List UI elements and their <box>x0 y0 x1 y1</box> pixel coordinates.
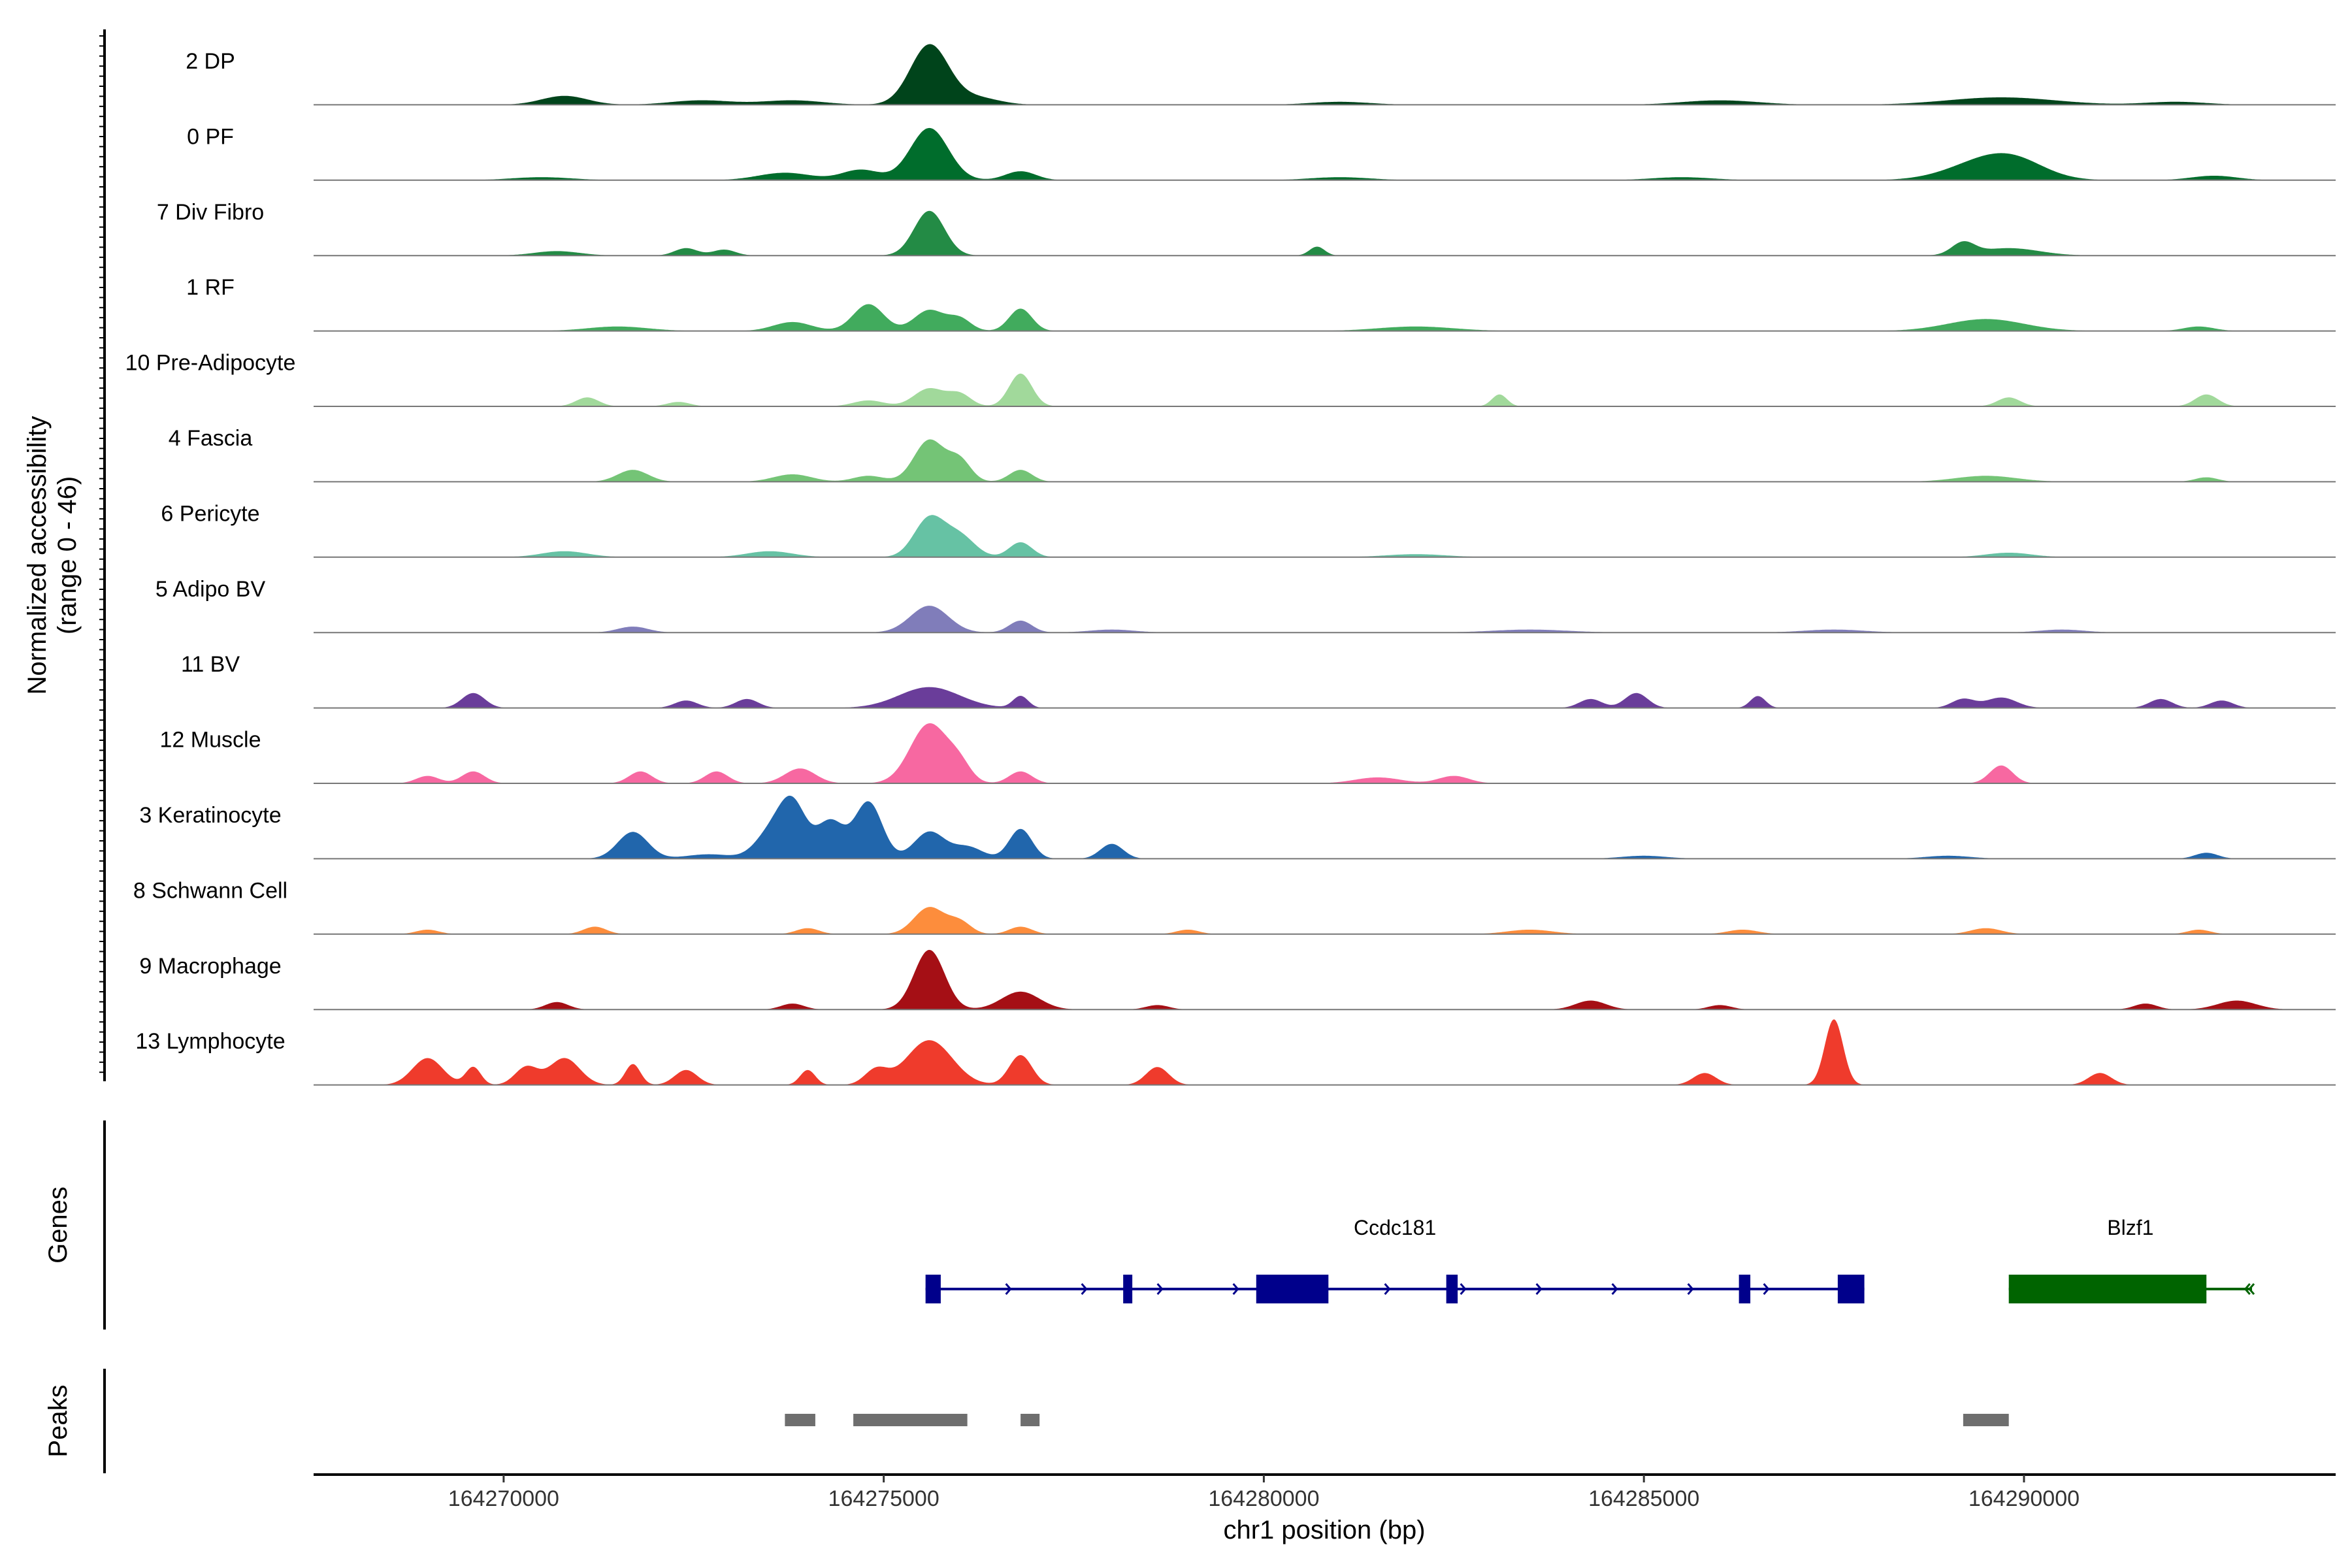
track-9: 11 BV <box>181 652 2336 709</box>
track-label: 4 Fascia <box>169 426 253 451</box>
x-axis-title: chr1 position (bp) <box>1223 1516 1425 1544</box>
peak-region <box>1963 1414 2009 1426</box>
y-axis-title: Normalized accessibility (range 0 - 46) <box>23 416 82 695</box>
strand-arrow-icon <box>2244 1283 2251 1295</box>
track-label: 10 Pre-Adipocyte <box>125 351 296 376</box>
strand-arrow-icon <box>1081 1283 1088 1295</box>
gene-exon <box>1739 1275 1751 1303</box>
track-12: 8 Schwann Cell <box>133 878 2336 935</box>
track-signal-area <box>314 723 2336 783</box>
track-signal-area <box>314 373 2336 406</box>
track-1: 2 DP <box>186 44 2336 106</box>
track-label: 8 Schwann Cell <box>133 878 287 903</box>
strand-arrow-icon <box>1687 1283 1694 1295</box>
track-label: 13 Lymphocyte <box>135 1029 285 1054</box>
track-3: 7 Div Fibro <box>157 200 2336 257</box>
peaks-track-title: Peaks <box>44 1384 73 1457</box>
coverage-y-axis-ticks <box>99 35 105 1073</box>
track-label: 0 PF <box>187 124 234 149</box>
track-signal-area <box>314 304 2336 331</box>
track-label: 2 DP <box>186 49 235 74</box>
gene-exon <box>1256 1275 1329 1303</box>
gene-exon <box>1837 1275 1865 1303</box>
track-5: 10 Pre-Adipocyte <box>125 351 2336 407</box>
track-label: 5 Adipo BV <box>155 577 266 602</box>
track-signal-area <box>314 606 2336 633</box>
peaks-track-title-text: Peaks <box>44 1384 73 1457</box>
strand-arrow-icon <box>1005 1283 1012 1295</box>
track-11: 3 Keratinocyte <box>139 795 2336 860</box>
gene-label: Blzf1 <box>2107 1216 2153 1239</box>
track-signal-area <box>314 210 2336 256</box>
track-13: 9 Macrophage <box>139 949 2336 1011</box>
track-6: 4 Fascia <box>169 426 2336 483</box>
peaks-track <box>785 1414 2009 1426</box>
gene-exon <box>2008 1275 2207 1303</box>
track-label: 6 Pericyte <box>161 501 259 526</box>
track-signal-area <box>314 687 2336 708</box>
strand-arrow-icon <box>1535 1283 1543 1295</box>
x-axis-ticks: 164270000 164275000 164280000 164285000 1642… <box>448 1475 2080 1511</box>
gene-label: Ccdc181 <box>1354 1216 1436 1239</box>
track-signal-area <box>314 949 2336 1010</box>
track-signal-area <box>314 907 2336 934</box>
track-4: 1 RF <box>186 275 2336 332</box>
track-signal-area <box>314 127 2336 180</box>
track-label: 9 Macrophage <box>139 954 281 979</box>
x-axis-tick-label: 164270000 <box>448 1486 559 1511</box>
strand-arrow-icon <box>1156 1283 1164 1295</box>
strand-arrow-icon <box>1460 1283 1467 1295</box>
gene-exon <box>1123 1275 1133 1303</box>
peak-region <box>785 1414 815 1426</box>
track-label: 1 RF <box>186 275 235 300</box>
genes-track: Ccdc181 Blzf1 <box>925 1216 2255 1303</box>
strand-arrow-icon <box>1232 1283 1239 1295</box>
gene-Ccdc181: Ccdc181 <box>925 1216 1865 1303</box>
gene-exon <box>925 1275 941 1303</box>
track-label: 3 Keratinocyte <box>139 803 281 828</box>
track-signal-area <box>314 1019 2336 1085</box>
track-signal-area <box>314 795 2336 859</box>
genes-track-title-text: Genes <box>44 1186 73 1264</box>
track-14: 13 Lymphocyte <box>135 1019 2336 1086</box>
track-signal-area <box>314 515 2336 557</box>
gene-exon <box>1446 1275 1458 1303</box>
x-axis-tick-label: 164290000 <box>1968 1486 2080 1511</box>
track-7: 6 Pericyte <box>161 501 2336 558</box>
gene-Blzf1: Blzf1 <box>2008 1216 2255 1303</box>
peak-region <box>853 1414 968 1426</box>
track-10: 12 Muscle <box>160 723 2336 784</box>
strand-arrow-icon <box>1384 1283 1391 1295</box>
y-axis-title-main: Normalized accessibility <box>23 416 52 695</box>
track-label: 12 Muscle <box>160 728 261 753</box>
x-axis-tick-label: 164275000 <box>828 1486 939 1511</box>
strand-arrow-icon <box>1611 1283 1618 1295</box>
genes-track-title: Genes <box>44 1186 73 1264</box>
track-2: 0 PF <box>187 124 2336 181</box>
coverage-tracks: 2 DP 0 PF 7 Div Fibro 1 RF 10 Pre-Adipocyte 4… <box>125 44 2336 1086</box>
track-8: 5 Adipo BV <box>155 577 2336 634</box>
track-signal-area <box>314 44 2336 105</box>
x-axis-tick-label: 164285000 <box>1588 1486 1699 1511</box>
track-label: 7 Div Fibro <box>157 200 264 225</box>
peak-region <box>1021 1414 1040 1426</box>
track-label: 11 BV <box>181 652 240 677</box>
strand-arrow-icon <box>1763 1283 1770 1295</box>
track-signal-area <box>314 439 2336 482</box>
y-axis-title-range: (range 0 - 46) <box>53 476 82 634</box>
x-axis-tick-label: 164280000 <box>1208 1486 1319 1511</box>
strand-arrow-icon <box>2248 1283 2255 1295</box>
